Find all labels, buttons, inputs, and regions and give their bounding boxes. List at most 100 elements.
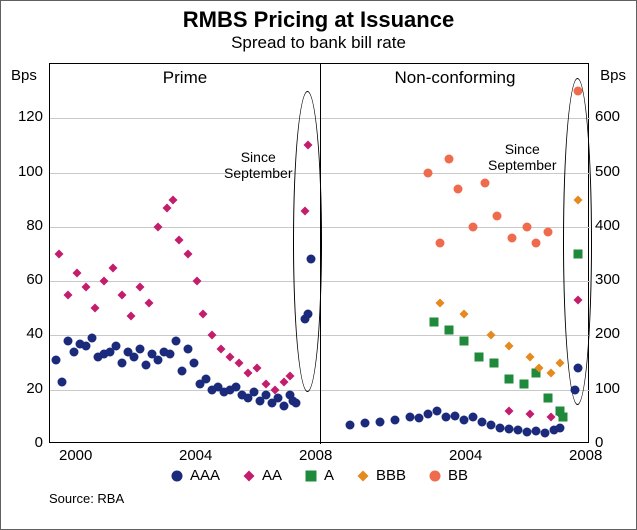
point-AA <box>167 208 168 209</box>
point-AA <box>158 227 159 228</box>
point-AAA <box>500 428 501 429</box>
source-text: Source: RBA <box>49 491 124 506</box>
point-AAA <box>482 422 483 423</box>
point-AAA <box>410 417 411 418</box>
point-AAA <box>527 432 528 433</box>
point-A <box>524 384 525 385</box>
legend-label-AA: AA <box>262 467 282 484</box>
point-A <box>548 398 549 399</box>
point-AAA <box>242 395 243 396</box>
legend-item-A: A <box>304 467 334 484</box>
point-AAA <box>146 365 147 366</box>
point-AAA <box>365 423 366 424</box>
y-tick-right: 100 <box>595 380 620 397</box>
legend-label-BB: BB <box>448 467 468 484</box>
plot-area: PrimeNon-conformingSinceSeptemberSinceSe… <box>49 63 589 443</box>
point-AAA <box>260 401 261 402</box>
chart-title: RMBS Pricing at Issuance <box>1 1 636 33</box>
y-tick-left: 60 <box>26 271 43 288</box>
x-tick: 2008 <box>299 447 332 464</box>
y-tick-right: 200 <box>595 325 620 342</box>
point-AA <box>239 363 240 364</box>
point-AA <box>131 316 132 317</box>
point-AAA <box>473 417 474 418</box>
point-AA <box>290 376 291 377</box>
point-AAA <box>200 384 201 385</box>
point-BBB <box>578 200 579 201</box>
chart-container: RMBS Pricing at Issuance Spread to bank … <box>0 0 637 530</box>
point-AAA <box>218 387 219 388</box>
point-AAA <box>311 259 312 260</box>
legend-marker-AA <box>242 469 256 483</box>
point-AA <box>77 273 78 274</box>
y-tick-left: 20 <box>26 380 43 397</box>
point-AA <box>551 417 552 418</box>
point-A <box>509 379 510 380</box>
point-AA <box>86 287 87 288</box>
point-AA <box>212 335 213 336</box>
point-A <box>479 357 480 358</box>
y-tick-left: 40 <box>26 325 43 342</box>
point-A <box>563 417 564 418</box>
point-AAA <box>224 392 225 393</box>
point-AAA <box>296 403 297 404</box>
point-AAA <box>188 349 189 350</box>
point-BB <box>512 238 513 239</box>
point-AAA <box>575 390 576 391</box>
point-AA <box>95 308 96 309</box>
point-AAA <box>509 429 510 430</box>
legend-marker-BBB <box>356 469 370 483</box>
point-AAA <box>116 346 117 347</box>
point-BBB <box>464 314 465 315</box>
point-AA <box>188 254 189 255</box>
point-AA <box>284 382 285 383</box>
point-AA <box>257 368 258 369</box>
point-AAA <box>164 352 165 353</box>
chart-subtitle: Spread to bank bill rate <box>1 33 636 53</box>
point-AAA <box>152 354 153 355</box>
point-BB <box>485 183 486 184</box>
legend-label-AAA: AAA <box>190 467 220 484</box>
point-AAA <box>212 390 213 391</box>
point-AAA <box>92 338 93 339</box>
point-AAA <box>284 406 285 407</box>
point-AA <box>173 200 174 201</box>
point-AA <box>59 254 60 255</box>
point-AAA <box>290 395 291 396</box>
point-A <box>434 322 435 323</box>
legend-label-BBB: BBB <box>376 467 406 484</box>
point-A <box>536 373 537 374</box>
point-AA <box>509 411 510 412</box>
point-AAA <box>350 425 351 426</box>
point-AA <box>113 268 114 269</box>
point-AAA <box>308 314 309 315</box>
point-AAA <box>419 418 420 419</box>
point-AA <box>308 145 309 146</box>
point-AAA <box>206 379 207 380</box>
y-tick-right: 500 <box>595 163 620 180</box>
point-AAA <box>110 352 111 353</box>
point-AAA <box>272 403 273 404</box>
point-BB <box>497 216 498 217</box>
legend-label-A: A <box>324 467 334 484</box>
point-AAA <box>56 360 57 361</box>
point-AAA <box>491 425 492 426</box>
point-AAA <box>134 357 135 358</box>
x-tick: 2000 <box>59 447 92 464</box>
point-AA <box>230 357 231 358</box>
point-BB <box>536 243 537 244</box>
point-BB <box>458 189 459 190</box>
point-AA <box>275 390 276 391</box>
legend-item-AA: AA <box>242 467 282 484</box>
legend-item-BBB: BBB <box>356 467 406 484</box>
point-AAA <box>62 382 63 383</box>
point-AAA <box>464 420 465 421</box>
point-AAA <box>176 341 177 342</box>
point-AAA <box>122 363 123 364</box>
point-AA <box>578 300 579 301</box>
y-tick-left: 0 <box>35 434 43 451</box>
point-AAA <box>278 398 279 399</box>
legend-marker-AAA <box>170 469 184 483</box>
x-tick: 2004 <box>449 447 482 464</box>
point-AAA <box>230 390 231 391</box>
